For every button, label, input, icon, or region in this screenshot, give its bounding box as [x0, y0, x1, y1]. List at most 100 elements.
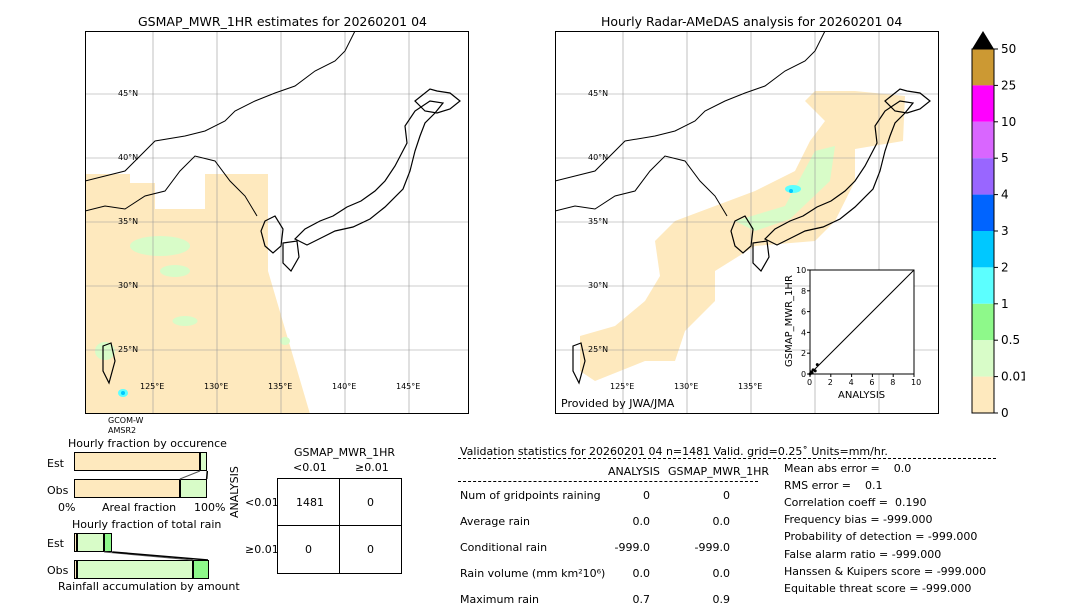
- score: Equitable threat score = -999.000: [784, 581, 972, 595]
- colorbar-label: 25: [1001, 78, 1016, 92]
- fraction-bar: [179, 479, 207, 498]
- col-header-2: ≥0.01: [355, 461, 389, 474]
- x-tick-label: 2: [828, 378, 833, 387]
- colorbar-label: 0.5: [1001, 333, 1020, 347]
- coastline: [730, 215, 754, 254]
- stat-analysis: 0.0: [632, 567, 651, 580]
- scatter-inset: 00 2 2 4 4 6 6 8 8 10 10 ANALYSIS GSMAP_MWR_1HR: [784, 266, 921, 401]
- colorbar-segment: [972, 194, 994, 231]
- coastline: [260, 215, 284, 254]
- map-frame: [555, 31, 939, 414]
- contingency-title: GSMAP_MWR_1HR: [294, 446, 396, 459]
- rain-cell: [785, 185, 801, 193]
- coastline: [884, 88, 931, 114]
- coastline: [752, 240, 770, 272]
- coastline: [414, 88, 461, 114]
- fraction-bar: [74, 560, 78, 579]
- y-tick-label: 0: [801, 370, 806, 379]
- colorbar: 50 25 10 5 4 3 2 1 0.5 0.01 0: [971, 31, 1025, 420]
- fraction-bar: [77, 533, 105, 552]
- sat-line2: AMSR2: [108, 426, 137, 435]
- stat-label: Conditional rain: [460, 541, 548, 554]
- colorbar-label: 0.01: [1001, 370, 1025, 384]
- light-rain-area: [130, 236, 190, 256]
- stat-gsmap: 0.0: [712, 515, 731, 528]
- row-header-2: ≥0.01: [245, 543, 279, 556]
- light-rain-area: [172, 316, 198, 326]
- colorbar-label: 4: [1001, 188, 1009, 202]
- colorbar-label: 3: [1001, 224, 1009, 238]
- rain-est-label: Est: [47, 537, 64, 550]
- stat-analysis: -999.0: [614, 541, 650, 554]
- colorbar-label: 5: [1001, 151, 1009, 165]
- fraction-bar: [104, 533, 113, 552]
- colorbar-label: 50: [1001, 42, 1016, 56]
- light-rain-area: [95, 342, 115, 360]
- stat-label: Maximum rain: [460, 593, 539, 606]
- validation-header: Validation statistics for 20260201 04 n=…: [460, 445, 888, 458]
- lat-label: 25°N: [118, 345, 138, 354]
- score: Hanssen & Kuipers score = -999.000: [784, 564, 987, 578]
- fraction-bar: [74, 452, 200, 471]
- reference-line: [809, 269, 915, 375]
- lat-label: 40°N: [588, 153, 608, 162]
- contingency-row-label: ANALYSIS: [228, 466, 241, 518]
- colorbar-segment: [972, 376, 994, 413]
- colorbar-label: 0: [1001, 406, 1009, 420]
- occurrence-bars: [74, 452, 208, 498]
- rain-cell-core: [789, 189, 793, 193]
- col-analysis: ANALYSIS: [608, 465, 660, 478]
- scatter-point: [815, 363, 819, 367]
- rain-area-estimate: [85, 174, 310, 414]
- colorbar-extend-arrow: [972, 31, 994, 49]
- lon-label: 145°E: [396, 382, 420, 391]
- light-rain-area: [160, 265, 190, 277]
- connector: [112, 551, 208, 561]
- y-tick-label: 2: [801, 349, 806, 358]
- stat-label: Rain volume (mm km²10⁶): [460, 567, 606, 580]
- stat-label: Average rain: [460, 515, 530, 528]
- score: RMS error = 0.1: [784, 479, 883, 493]
- score: Mean abs error = 0.0: [784, 462, 912, 475]
- map-right: 45°N 40°N 35°N 30°N 25°N 125°E 130°E 135°E: [555, 31, 939, 414]
- colorbar-segment: [972, 267, 994, 304]
- lat-label: 30°N: [118, 281, 138, 290]
- stat-gsmap: 0.0: [712, 567, 731, 580]
- lon-label: 135°E: [738, 382, 762, 391]
- fraction-bar: [199, 452, 208, 471]
- colorbar-label: 1: [1001, 297, 1009, 311]
- divider: [458, 458, 996, 459]
- x-tick-label: 6: [869, 378, 874, 387]
- row-header-1: <0.01: [245, 496, 279, 509]
- divider: [458, 481, 758, 482]
- cell: 0: [339, 525, 402, 574]
- rain-obs-label: Obs: [47, 564, 69, 577]
- coastline: [85, 155, 258, 217]
- cell: 0: [339, 478, 402, 526]
- colorbar-segment: [972, 85, 994, 122]
- credit: Provided by JWA/JMA: [561, 397, 675, 410]
- colorbar-label: 10: [1001, 115, 1016, 129]
- stat-gsmap: 0: [723, 489, 730, 502]
- col-gsmap: GSMAP_MWR_1HR: [668, 465, 770, 478]
- lat-label: 45°N: [588, 89, 608, 98]
- map-left: 45°N 40°N 35°N 30°N 25°N 125°E 130°E 135°E 140°E…: [85, 31, 469, 414]
- satellite-note: GCOM-W AMSR2: [108, 416, 143, 436]
- fraction-bar: [74, 533, 78, 552]
- stat-gsmap: 0.9: [712, 593, 731, 606]
- occ-tick-0: 0%: [58, 501, 76, 514]
- stat-gsmap: -999.0: [694, 541, 730, 554]
- fraction-bar: [74, 479, 180, 498]
- lat-label: 35°N: [118, 217, 138, 226]
- stat-analysis: 0.7: [632, 593, 651, 606]
- col-header-1: <0.01: [293, 461, 327, 474]
- light-rain-area: [735, 146, 835, 231]
- x-tick-label: 4: [849, 378, 854, 387]
- stat-analysis: 0.0: [632, 515, 651, 528]
- colorbar-segment: [972, 303, 994, 341]
- colorbar-segment: [972, 231, 994, 268]
- connector: [179, 470, 201, 480]
- lat-label: 35°N: [588, 217, 608, 226]
- lon-label: 130°E: [204, 382, 228, 391]
